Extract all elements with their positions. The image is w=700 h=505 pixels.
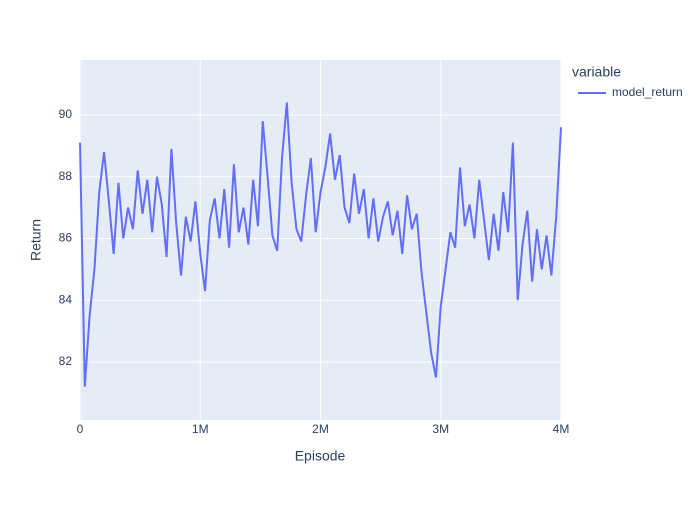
y-tick-label: 88 [59, 169, 73, 183]
y-axis-title: Return [28, 219, 44, 261]
y-tick-label: 82 [59, 354, 73, 368]
x-tick-label: 4M [553, 422, 570, 436]
x-tick-label: 0 [77, 422, 84, 436]
legend-title: variable [572, 64, 621, 80]
x-tick-label: 3M [432, 422, 449, 436]
x-axis-title: Episode [295, 448, 346, 464]
y-tick-label: 86 [59, 231, 73, 245]
y-tick-label: 90 [59, 107, 73, 121]
x-tick-label: 1M [192, 422, 209, 436]
legend-label: model_return [612, 85, 683, 99]
line [79, 102, 562, 387]
y-tick-label: 84 [59, 292, 73, 306]
x-tick-label: 2M [312, 422, 329, 436]
